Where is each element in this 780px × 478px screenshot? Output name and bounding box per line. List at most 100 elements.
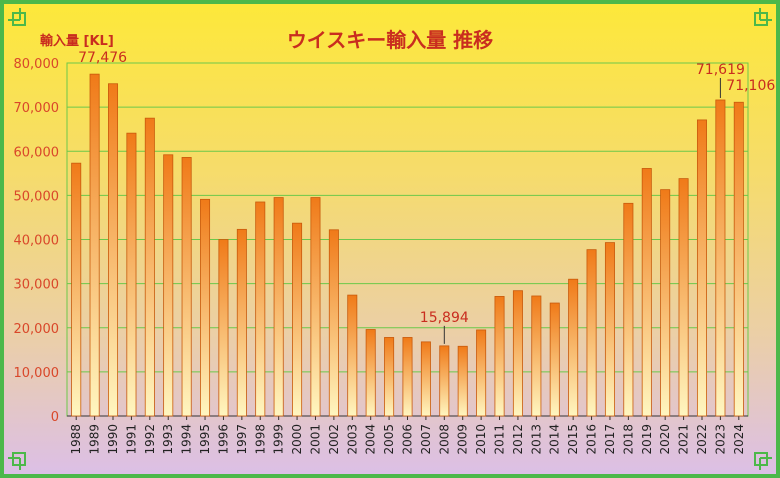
- corner-line: [19, 8, 21, 20]
- x-tick-label: 2022: [695, 424, 709, 455]
- x-tick-label: 1992: [143, 424, 157, 455]
- bar: [604, 242, 615, 417]
- bar: [310, 197, 321, 417]
- bar: [384, 337, 395, 417]
- corner-line: [19, 458, 21, 470]
- x-tick-label: 2017: [603, 424, 617, 455]
- x-tick-label: 1989: [88, 424, 102, 455]
- bar: [402, 337, 413, 417]
- bar: [696, 119, 707, 417]
- x-tick-label: 2007: [419, 424, 433, 455]
- bar: [126, 132, 137, 417]
- data-label: 15,894: [420, 310, 469, 326]
- bar: [71, 162, 82, 417]
- corner-line: [759, 458, 761, 470]
- labels: 0 10,000 20,000 30,000 40,000 50,000 60,000 70,…: [14, 50, 776, 454]
- x-tick-label: 2003: [345, 424, 359, 455]
- bar: [255, 201, 266, 417]
- bar: [439, 345, 450, 417]
- bar: [568, 278, 579, 417]
- x-tick-label: 1994: [180, 424, 194, 455]
- bar: [512, 290, 523, 417]
- x-tick-label: 2021: [677, 424, 691, 455]
- x-tick-label: 2000: [290, 424, 304, 455]
- bar: [660, 189, 671, 417]
- bar: [623, 202, 634, 417]
- bar: [733, 101, 744, 417]
- x-tick-label: 1999: [272, 424, 286, 455]
- data-label: 71,619: [696, 62, 745, 78]
- bar: [292, 222, 303, 417]
- y-tick-label: 30,000: [14, 278, 60, 293]
- bar: [678, 178, 689, 417]
- bar: [273, 197, 284, 417]
- chart-title: ウイスキー輸入量 推移: [286, 28, 494, 52]
- x-tick-label: 2010: [474, 424, 488, 455]
- x-tick-label: 1990: [106, 424, 120, 455]
- x-tick-label: 1997: [235, 424, 249, 455]
- corner-ornament-bottom-right: [754, 452, 768, 466]
- bar: [365, 329, 376, 417]
- x-tick-label: 2019: [640, 424, 654, 455]
- data-label: 71,106: [726, 78, 775, 94]
- bar: [163, 154, 174, 417]
- x-tick-label: 2018: [621, 424, 635, 455]
- corner-line: [760, 457, 772, 459]
- bar: [328, 229, 339, 417]
- bar: [181, 157, 192, 417]
- bar: [200, 198, 211, 417]
- x-tick-label: 1998: [253, 424, 267, 455]
- bar: [420, 341, 431, 417]
- bar: [641, 168, 652, 417]
- bar: [144, 117, 155, 417]
- bar: [531, 295, 542, 417]
- x-tick-label: 1995: [198, 424, 212, 455]
- x-tick-label: 2020: [658, 424, 672, 455]
- x-tick-label: 2005: [382, 424, 396, 455]
- corner-line: [759, 8, 761, 20]
- bar: [494, 296, 505, 417]
- x-tick-label: 2023: [713, 424, 727, 455]
- x-tick-label: 2012: [511, 424, 525, 455]
- y-tick-label: 40,000: [14, 234, 60, 249]
- x-tick-label: 2011: [493, 424, 507, 455]
- bar: [347, 294, 358, 417]
- x-tick-label: 2004: [364, 424, 378, 455]
- bar: [549, 302, 560, 417]
- x-tick-label: 2015: [566, 424, 580, 455]
- bar: [89, 73, 100, 417]
- x-tick-label: 1996: [216, 424, 230, 455]
- bar: [236, 228, 247, 417]
- x-tick-label: 2016: [585, 424, 599, 455]
- bar: [715, 99, 726, 417]
- bars: [71, 73, 744, 417]
- corner-line: [8, 457, 20, 459]
- x-tick-label: 2008: [437, 424, 451, 455]
- bar: [218, 239, 229, 417]
- bar: [476, 329, 487, 417]
- x-tick-label: 2006: [401, 424, 415, 455]
- corner-line: [8, 19, 20, 21]
- x-tick-label: 2001: [308, 424, 322, 455]
- bar: [108, 83, 119, 417]
- x-tick-label: 2014: [548, 424, 562, 455]
- y-tick-label: 20,000: [14, 322, 60, 337]
- x-tick-label: 1993: [161, 424, 175, 455]
- y-tick-label: 50,000: [14, 189, 60, 204]
- data-label: 77,476: [78, 50, 127, 66]
- x-tick-label: 1991: [124, 424, 138, 455]
- x-tick-label: 2009: [456, 424, 470, 455]
- y-tick-label: 10,000: [14, 366, 60, 381]
- bar: [586, 249, 597, 417]
- bar: [457, 345, 468, 417]
- x-tick-label: 2002: [327, 424, 341, 455]
- x-tick-label: 2013: [529, 424, 543, 455]
- y-tick-label: 80,000: [14, 57, 60, 72]
- y-axis-label: 輸入量 [KL]: [40, 34, 114, 49]
- y-tick-label: 0: [51, 410, 59, 425]
- y-tick-label: 70,000: [14, 101, 60, 116]
- corner-line: [760, 19, 772, 21]
- x-tick-label: 1988: [69, 424, 83, 455]
- x-tick-label: 2024: [732, 424, 746, 455]
